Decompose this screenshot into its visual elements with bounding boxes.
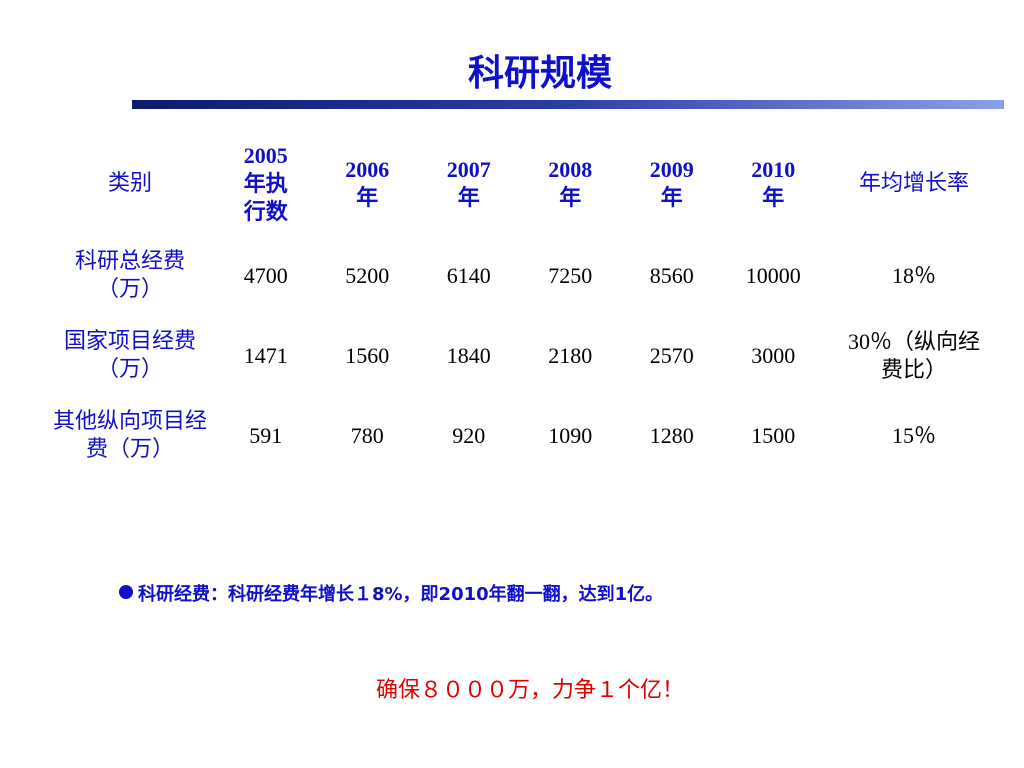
- header-cell: 2010年: [751, 157, 796, 210]
- table-cell: 5200: [345, 263, 390, 288]
- data-table: 类别 2005年执行数 2006年 2007年 2008年 2009年 2010年 年均增长率…: [45, 132, 1004, 476]
- table-cell: 1500: [751, 423, 796, 448]
- slide-title: 科研规模: [467, 53, 612, 94]
- table-cell: 6140: [446, 263, 491, 288]
- table-cell: 2180: [548, 343, 593, 368]
- table-cell: 18％: [891, 263, 936, 288]
- table-row: 其他纵向项目经费（万） 591 780 920 1090 1280 1500 15％: [45, 396, 1004, 476]
- table-cell: 780: [350, 423, 384, 448]
- bullet: [119, 585, 133, 599]
- table-cell: 1090: [548, 423, 593, 448]
- table-row: 国家项目经费（万） 1471 1560 1840 2180 2570 3000 30％（纵向经…: [45, 316, 1004, 396]
- table-cell: 1471: [243, 343, 288, 368]
- header-row: 类别 2005年执行数 2006年 2007年 2008年 2009年 2010年 年均增长率: [45, 132, 1004, 236]
- header-cell: 2008年: [548, 157, 593, 210]
- header-cell: 2007年: [446, 157, 491, 210]
- header-cell: 2005年执行数: [243, 143, 288, 224]
- header-cell: 年均增长率: [858, 171, 969, 196]
- table-cell: 1840: [446, 343, 491, 368]
- header-cell: 类别: [107, 171, 152, 196]
- title-bar: [132, 100, 1004, 109]
- slogan: 确保８０００万，力争１个亿！: [375, 678, 684, 703]
- header-cell: 2009年: [649, 157, 694, 210]
- table-cell: 591: [249, 423, 283, 448]
- table-cell: 1280: [649, 423, 694, 448]
- table-cell: 科研总经费（万）: [74, 249, 185, 302]
- table-cell: 2570: [649, 343, 694, 368]
- table-cell: 920: [452, 423, 486, 448]
- table-cell: 30％（纵向经费比）: [847, 329, 980, 382]
- table-cell: 1560: [345, 343, 390, 368]
- table-cell: 4700: [243, 263, 288, 288]
- table-row: 科研总经费（万） 4700 5200 6140 7250 8560 10000 18％: [45, 236, 1004, 316]
- table-cell: 15％: [891, 423, 936, 448]
- note: 科研经费：科研经费年增长１8%，即2010年翻一翻，达到1亿。: [138, 584, 664, 605]
- header-cell: 2006年: [345, 157, 390, 210]
- table-cell: 其他纵向项目经费（万）: [53, 409, 208, 462]
- table-cell: 8560: [649, 263, 694, 288]
- table-cell: 7250: [548, 263, 593, 288]
- table-cell: 3000: [751, 343, 796, 368]
- table-cell: 国家项目经费（万）: [63, 329, 196, 382]
- table-cell: 10000: [745, 263, 801, 288]
